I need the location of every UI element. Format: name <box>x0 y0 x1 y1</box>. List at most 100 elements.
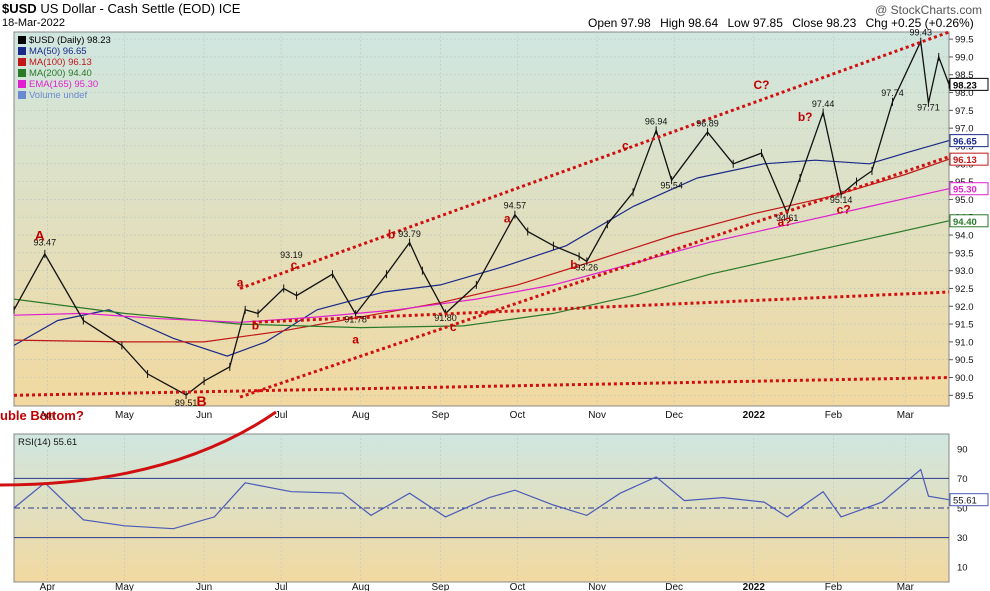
price-axis-tick: 90.5 <box>955 355 974 366</box>
month-label: Sep <box>432 410 450 421</box>
wave-label: b <box>570 258 577 272</box>
trendlines <box>13 30 950 399</box>
rsi-axis-tick: 70 <box>957 474 968 485</box>
rsi-month-label: Apr <box>40 582 56 591</box>
rsi-axis-tick: 30 <box>957 533 968 544</box>
trendline <box>252 290 950 324</box>
wave-label: c <box>622 139 629 153</box>
legend-swatch <box>18 80 26 88</box>
rsi-month-label: Sep <box>432 582 450 591</box>
rsi-axis-tick: 10 <box>957 563 968 574</box>
rsi-month-label: Feb <box>825 582 843 591</box>
chart-date: 18-Mar-2022 <box>2 17 65 29</box>
price-axis-tick: 91.5 <box>955 320 974 331</box>
price-axis-tick: 99.0 <box>955 52 974 63</box>
trendline <box>239 155 950 399</box>
chart-title: $USD US Dollar - Cash Settle (EOD) ICE <box>2 1 240 16</box>
wave-label: a? <box>778 215 792 229</box>
wave-label: B <box>196 393 206 409</box>
ma-line-ma50 <box>13 140 950 357</box>
legend-swatch <box>18 91 26 99</box>
ma-line-ema165 <box>13 188 950 323</box>
symbol: $USD <box>2 1 37 16</box>
price-label: 91.78 <box>344 314 367 324</box>
rsi-month-label: Oct <box>510 582 526 591</box>
moving-average-lines <box>13 140 950 357</box>
legend-swatch <box>18 36 26 44</box>
close-value: 98.23 <box>826 16 857 30</box>
wave-label: b <box>252 318 259 332</box>
price-axis-tick: 97.5 <box>955 106 974 117</box>
month-label: Dec <box>665 410 683 421</box>
month-label: Nov <box>588 410 606 421</box>
double-bottom-label: uble Bottom? <box>0 408 84 423</box>
open-label: Open <box>588 16 618 30</box>
wave-label: A <box>35 227 45 243</box>
price-axis-tick: 98.5 <box>955 70 974 81</box>
rsi-month-label: Dec <box>665 582 683 591</box>
chg-value: +0.25 (+0.26%) <box>890 16 974 30</box>
legend-swatch <box>18 47 26 55</box>
wave-label: c <box>291 258 298 272</box>
rsi-axis-tag-box <box>949 493 989 507</box>
rsi-month-label: Nov <box>588 582 606 591</box>
legend-entry: MA(200) 94.40 <box>29 68 92 79</box>
price-label: 97.44 <box>812 99 835 109</box>
legend-swatch <box>18 58 26 66</box>
price-label: 93.47 <box>34 238 57 248</box>
price-axis-tick: 99.5 <box>955 35 974 46</box>
legend-entry: EMA(165) 95.30 <box>29 79 98 90</box>
price-label: 94.61 <box>776 213 799 223</box>
price-axis-tick: 97.0 <box>955 124 974 135</box>
chg-label: Chg <box>865 16 888 30</box>
wave-label: c? <box>837 203 851 217</box>
legend-entry: Volume undef <box>29 90 87 101</box>
rsi-series: RSI(14) 55.61 90 70 50 30 10 55.61 <box>13 437 989 574</box>
month-label: Oct <box>510 410 526 421</box>
price-axis-tag: 96.13 <box>953 155 977 166</box>
price-label: 96.89 <box>696 118 719 128</box>
month-label: Apr <box>40 410 56 421</box>
wave-label: b <box>388 228 395 242</box>
month-label: Jul <box>275 410 288 421</box>
price-axis-tick: 95.0 <box>955 195 974 206</box>
price-axis-tick: 90.0 <box>955 373 974 384</box>
rsi-axis-tag: 55.61 <box>953 496 977 507</box>
price-label: 96.94 <box>645 117 668 127</box>
price-axis-tick: 98.0 <box>955 88 974 99</box>
rsi-month-label: Jun <box>196 582 212 591</box>
legend-entry: $USD (Daily) 98.23 <box>29 35 111 46</box>
price-axis-tick: 93.0 <box>955 266 974 277</box>
price-label: 89.51 <box>175 398 198 408</box>
month-label: 2022 <box>743 410 766 421</box>
open-value: 97.98 <box>620 16 651 30</box>
price-label: 94.57 <box>504 200 527 210</box>
price-label: 97.74 <box>881 88 904 98</box>
month-label: Aug <box>352 410 370 421</box>
wave-label: c <box>450 320 457 334</box>
month-label: Mar <box>897 410 915 421</box>
double-bottom-arc <box>0 410 277 487</box>
high-value: 98.64 <box>688 16 719 30</box>
price-axis-tick: 93.5 <box>955 248 974 259</box>
rsi-line <box>13 468 950 530</box>
price-label: 93.26 <box>576 263 599 273</box>
price-axis-tag: 94.40 <box>953 217 977 228</box>
legend-entry: MA(50) 96.65 <box>29 46 87 57</box>
wave-label: a <box>504 212 511 226</box>
rsi-axis-tick: 90 <box>957 444 968 455</box>
price-axis-tick: 92.0 <box>955 302 974 313</box>
wave-annotations: A Ba b c a b c a b c C? b? a? c? <box>35 78 851 409</box>
price-axis-tag: 96.65 <box>953 137 977 148</box>
rsi-month-label: May <box>115 582 134 591</box>
price-label: 91.80 <box>434 313 457 323</box>
high-label: High <box>660 16 685 30</box>
rsi-month-label: 2022 <box>743 582 766 591</box>
price-axis-tag: 95.30 <box>953 185 977 196</box>
price-panel-background <box>13 31 950 407</box>
price-axis-tick: 94.0 <box>955 231 974 242</box>
rsi-axis-tick: 50 <box>957 504 968 515</box>
price-axis-tag-box <box>949 77 989 91</box>
rsi-month-label: Aug <box>352 582 370 591</box>
